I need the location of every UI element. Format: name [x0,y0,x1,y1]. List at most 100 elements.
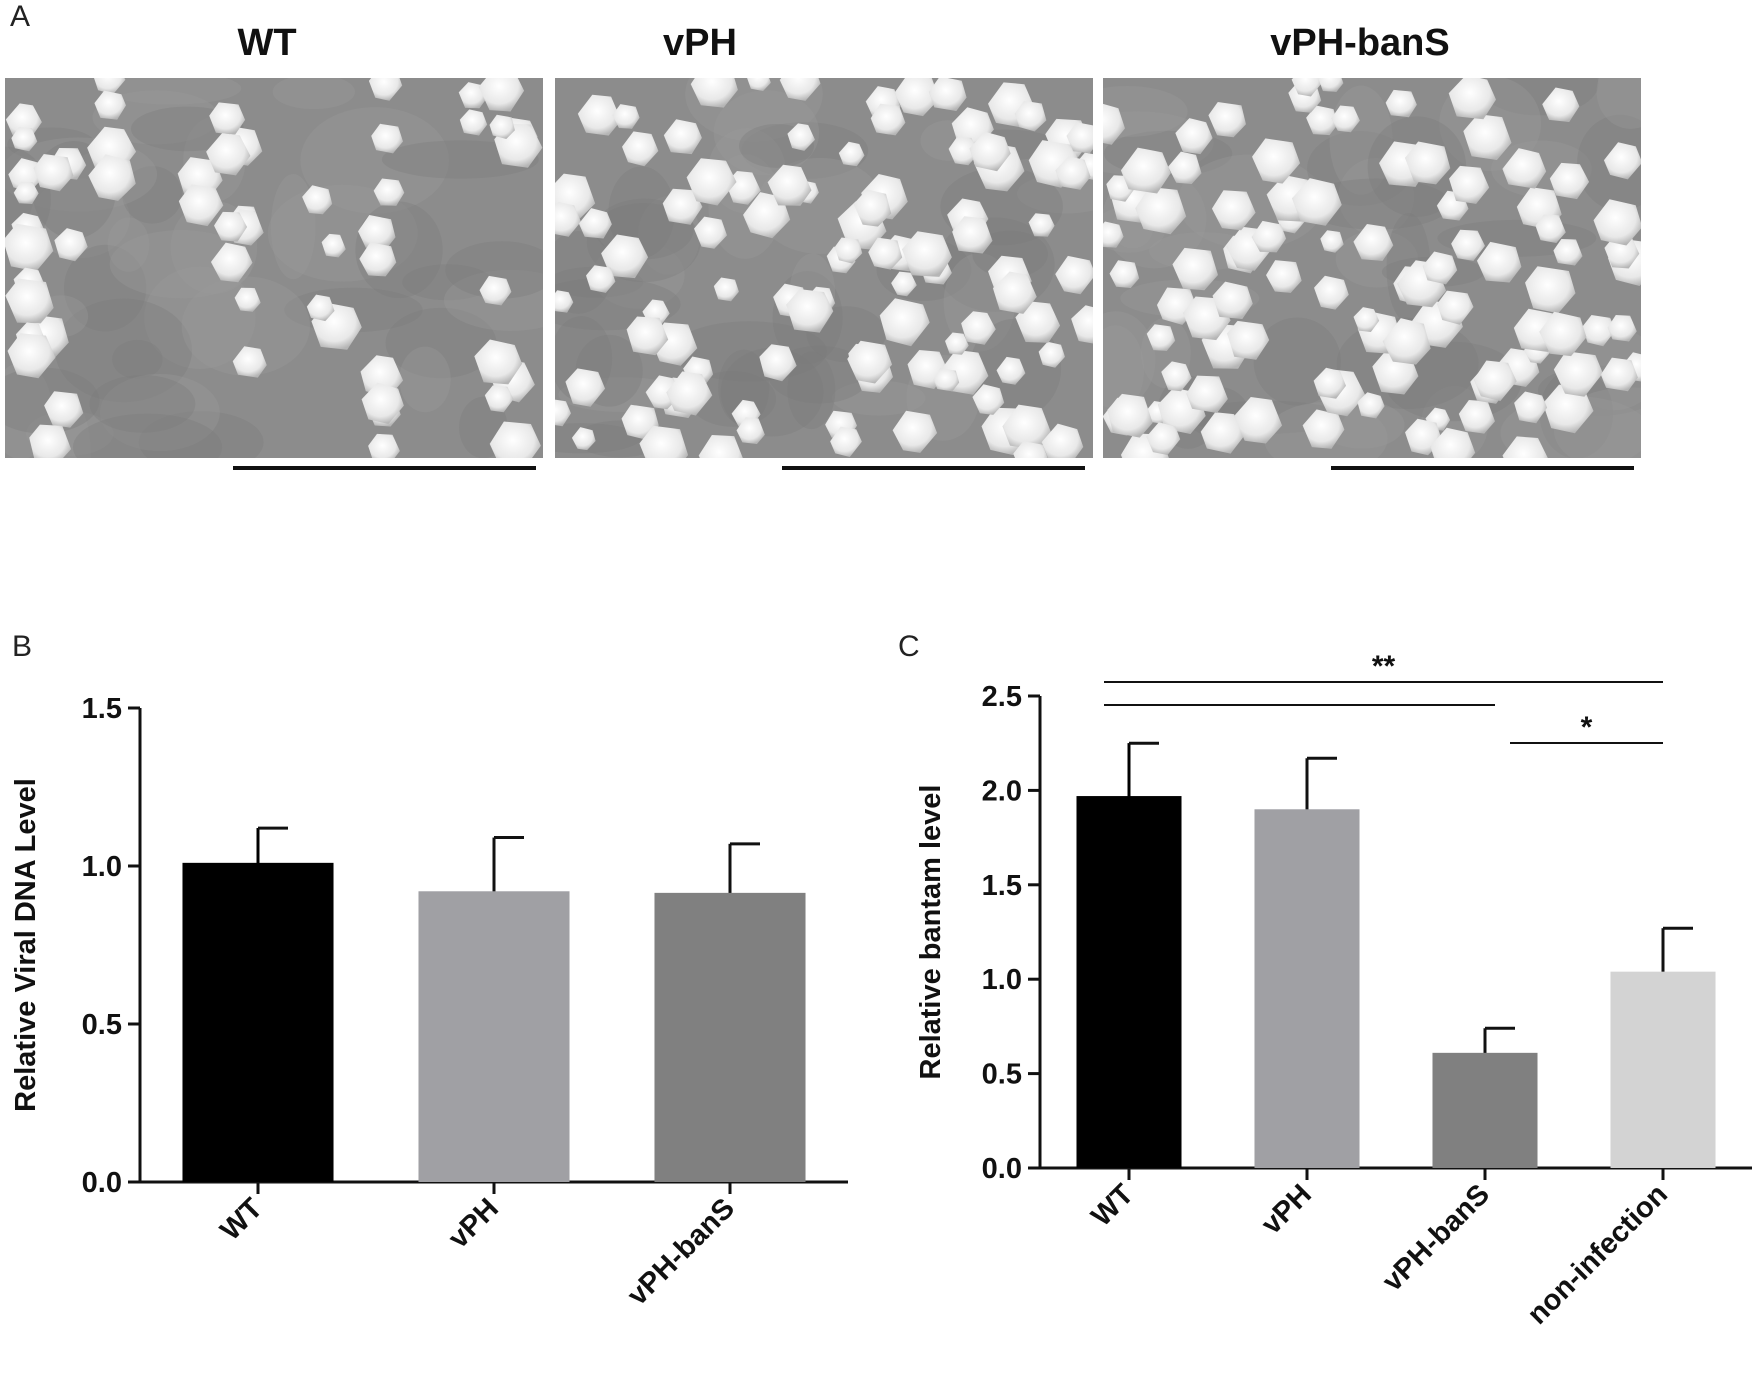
virus-particle [1146,422,1181,455]
virus-particle [1103,103,1125,145]
y-axis-title-c: Relative bantam level [915,785,947,1080]
virus-particle [1066,122,1093,154]
virus-particle [1302,409,1345,449]
virus-particle [1200,412,1245,454]
virus-particle [933,368,960,392]
micrograph-title-vph: vPH [663,22,737,64]
virus-particle [371,123,403,154]
virus-particle [586,265,616,293]
virus-particle [892,410,938,453]
virus-particle [1135,187,1187,235]
y-tick-label-b: 0.5 [82,1009,122,1041]
virus-particle [1593,199,1641,246]
virus-particle [1553,239,1583,266]
micrograph-shading [713,90,820,176]
y-axis-title-b: Relative Viral DNA Level [10,778,42,1112]
virus-particle [358,215,396,249]
virus-particle [88,154,136,201]
virus-particle [622,131,659,167]
virus-particle [209,102,246,135]
x-tick-label-c-wt: WT [1085,1178,1140,1233]
virus-particle [713,277,739,302]
virus-particle [1542,87,1580,122]
virus-particle [870,103,906,136]
virus-particle [779,78,821,101]
virus-particle [1211,190,1256,231]
micrograph-vph-bans [1103,78,1641,458]
micrograph-shading [385,307,497,379]
micrograph-shading [138,411,264,458]
micrograph-shading [109,230,253,299]
virus-particle [626,316,669,356]
virus-particle [7,333,56,379]
virus-particle [853,189,892,227]
virus-particle [1502,436,1548,458]
micrograph-texture [5,78,543,458]
x-tick-label-c-vph-bans: vPH-banS [1376,1178,1495,1297]
y-tick-label-b: 0.0 [82,1167,122,1199]
virus-particle [94,78,126,95]
virus-particle [232,346,267,378]
micrograph-shading [1103,325,1145,415]
virus-particle [902,231,952,277]
bar-c-non-infection [1610,971,1716,1168]
micrograph-vph [555,78,1093,458]
virus-particle [555,399,571,427]
virus-particle [489,114,515,139]
virus-particle [8,158,43,192]
virus-particle [1109,260,1140,288]
micrograph-shading [831,380,926,416]
virus-particle [787,123,815,151]
virus-particle [992,271,1037,314]
virus-particle [489,421,541,458]
virus-particle [1385,89,1417,118]
virus-particle [1422,251,1458,285]
x-tick-label-c-vph: vPH [1255,1178,1318,1241]
virus-particle [458,82,487,109]
micrograph-shading [63,244,147,332]
virus-particle [1542,384,1594,434]
significance-label-c: ** [1372,650,1396,683]
virus-particle [5,278,54,324]
virus-particle [1463,114,1512,160]
virus-particle [1476,241,1522,283]
virus-particle [368,78,403,101]
y-tick-label-c: 2.5 [982,681,1022,713]
virus-particle [210,242,253,283]
virus-particle [1306,105,1338,136]
virus-particle [952,216,993,254]
virus-particle [686,158,737,206]
panel-label-b: B [12,630,33,663]
virus-particle [961,311,996,345]
virus-particle [1313,367,1346,399]
micrograph-shading [1596,78,1641,129]
micrograph-shading [99,373,220,452]
virus-particle [1291,78,1323,97]
virus-particle [834,237,863,264]
micrograph-shading [272,78,356,110]
virus-particle [612,104,640,129]
virus-particle [1251,220,1287,253]
virus-particle [1514,391,1548,424]
micrograph-shading [718,349,770,426]
virus-particle [555,201,581,237]
virus-particle [1458,400,1495,434]
virus-particle [1448,78,1496,120]
virus-particle [13,181,39,204]
virus-particle [1405,141,1451,185]
micrograph-title-vph-bans: vPH-banS [1270,22,1450,64]
micrograph-shading [107,217,150,272]
micrograph-shading [608,166,675,259]
micrograph-shading [399,346,451,413]
micrograph-shading [181,276,311,376]
virus-particle [1028,213,1055,237]
virus-particle [945,332,969,355]
virus-particle [1186,375,1228,413]
micrograph-shading [1103,85,1188,137]
bar-b-vph-bans [654,892,806,1182]
scale-bar-wt [233,466,536,470]
virus-particle [359,242,397,277]
virus-particle [1055,156,1091,190]
